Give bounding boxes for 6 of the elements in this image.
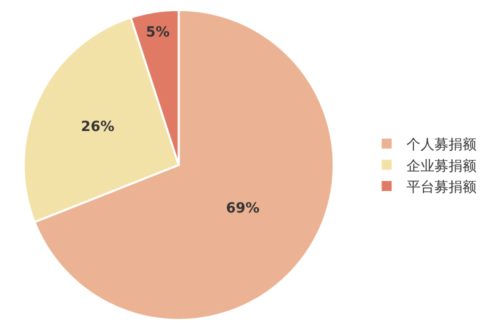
data-label: 26% xyxy=(80,118,114,135)
legend-label: 企业募捐额 xyxy=(406,158,477,174)
legend-label: 平台募捐额 xyxy=(406,179,477,196)
data-label: 5% xyxy=(146,24,170,41)
legend-label: 个人募捐额 xyxy=(406,137,477,154)
data-label: 69% xyxy=(226,200,260,217)
